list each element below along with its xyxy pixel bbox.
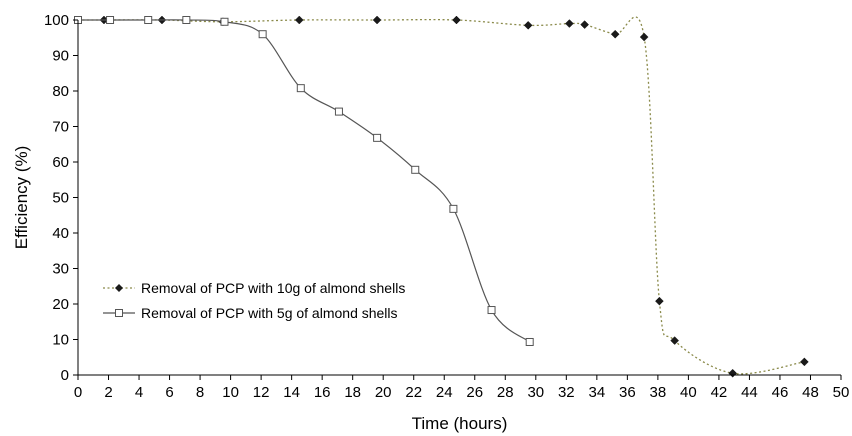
data-point-10g <box>655 296 664 306</box>
x-tick-label: 30 <box>527 384 544 401</box>
data-point-5g <box>334 107 343 116</box>
data-point-5g <box>296 84 305 93</box>
x-tick-label: 6 <box>165 384 173 401</box>
legend-marker-5g <box>115 309 123 317</box>
data-point-10g <box>372 15 382 25</box>
data-point-5g <box>525 337 534 346</box>
data-point-5g <box>220 17 229 26</box>
data-point-10g <box>800 357 809 367</box>
data-point-5g <box>182 16 191 24</box>
x-tick-label: 50 <box>833 384 850 401</box>
data-point-10g <box>610 29 620 39</box>
x-tick-label: 10 <box>222 384 239 401</box>
x-tick-label: 44 <box>741 384 758 401</box>
data-point-5g <box>449 204 458 213</box>
y-tick-label: 90 <box>52 48 69 65</box>
x-tick-label: 38 <box>650 384 667 401</box>
x-tick-label: 20 <box>375 384 392 401</box>
legend-item-10g: Removal of PCP with 10g of almond shells <box>103 280 405 296</box>
y-tick-label: 40 <box>52 225 69 242</box>
x-tick-label: 48 <box>802 384 819 401</box>
y-tick-label: 60 <box>52 154 69 171</box>
y-tick-label: 70 <box>52 119 69 136</box>
data-point-5g <box>373 133 382 142</box>
data-point-10g <box>523 20 533 30</box>
x-axis-title: Time (hours) <box>412 414 508 433</box>
x-tick-label: 46 <box>772 384 789 401</box>
x-tick-label: 4 <box>135 384 143 401</box>
data-point-5g <box>106 16 115 24</box>
x-tick-label: 14 <box>283 384 300 401</box>
x-tick-label: 2 <box>104 384 112 401</box>
y-tick-label: 30 <box>52 261 69 278</box>
y-tick-label: 80 <box>52 83 69 100</box>
x-tick-label: 22 <box>405 384 422 401</box>
y-tick-label: 0 <box>61 367 69 384</box>
y-tick-label: 100 <box>44 12 69 29</box>
y-tick-label: 10 <box>52 332 69 349</box>
x-tick-label: 12 <box>253 384 270 401</box>
x-tick-label: 40 <box>680 384 697 401</box>
legend-label-10g: Removal of PCP with 10g of almond shells <box>141 280 405 296</box>
series-layer <box>73 15 809 378</box>
legend-item-5g: Removal of PCP with 5g of almond shells <box>103 305 398 321</box>
y-tick-label: 20 <box>52 296 69 313</box>
x-tick-label: 32 <box>558 384 575 401</box>
data-point-5g <box>411 165 420 174</box>
data-point-10g <box>580 20 589 29</box>
data-point-10g <box>452 15 461 25</box>
x-tick-label: 24 <box>436 384 453 401</box>
x-tick-label: 34 <box>588 384 605 401</box>
legend-marker-10g <box>115 284 123 292</box>
data-point-10g <box>670 336 680 345</box>
data-point-10g <box>565 19 574 28</box>
x-tick-label: 18 <box>344 384 361 401</box>
x-tick-label: 42 <box>711 384 728 401</box>
x-tick-label: 0 <box>74 384 82 401</box>
y-tick-label: 50 <box>52 190 69 207</box>
x-tick-label: 16 <box>314 384 331 401</box>
data-point-10g <box>728 368 738 378</box>
x-tick-label: 28 <box>497 384 514 401</box>
x-tick-label: 8 <box>196 384 204 401</box>
data-point-10g <box>294 15 304 25</box>
data-point-5g <box>487 306 496 315</box>
y-axis-title: Efficiency (%) <box>12 146 31 250</box>
data-point-5g <box>258 30 267 39</box>
x-tick-label: 26 <box>466 384 483 401</box>
legend: Removal of PCP with 10g of almond shells… <box>103 280 405 321</box>
legend-label-5g: Removal of PCP with 5g of almond shells <box>141 305 398 321</box>
x-tick-label: 36 <box>619 384 636 401</box>
data-point-10g <box>639 32 649 42</box>
data-point-5g <box>144 16 153 24</box>
